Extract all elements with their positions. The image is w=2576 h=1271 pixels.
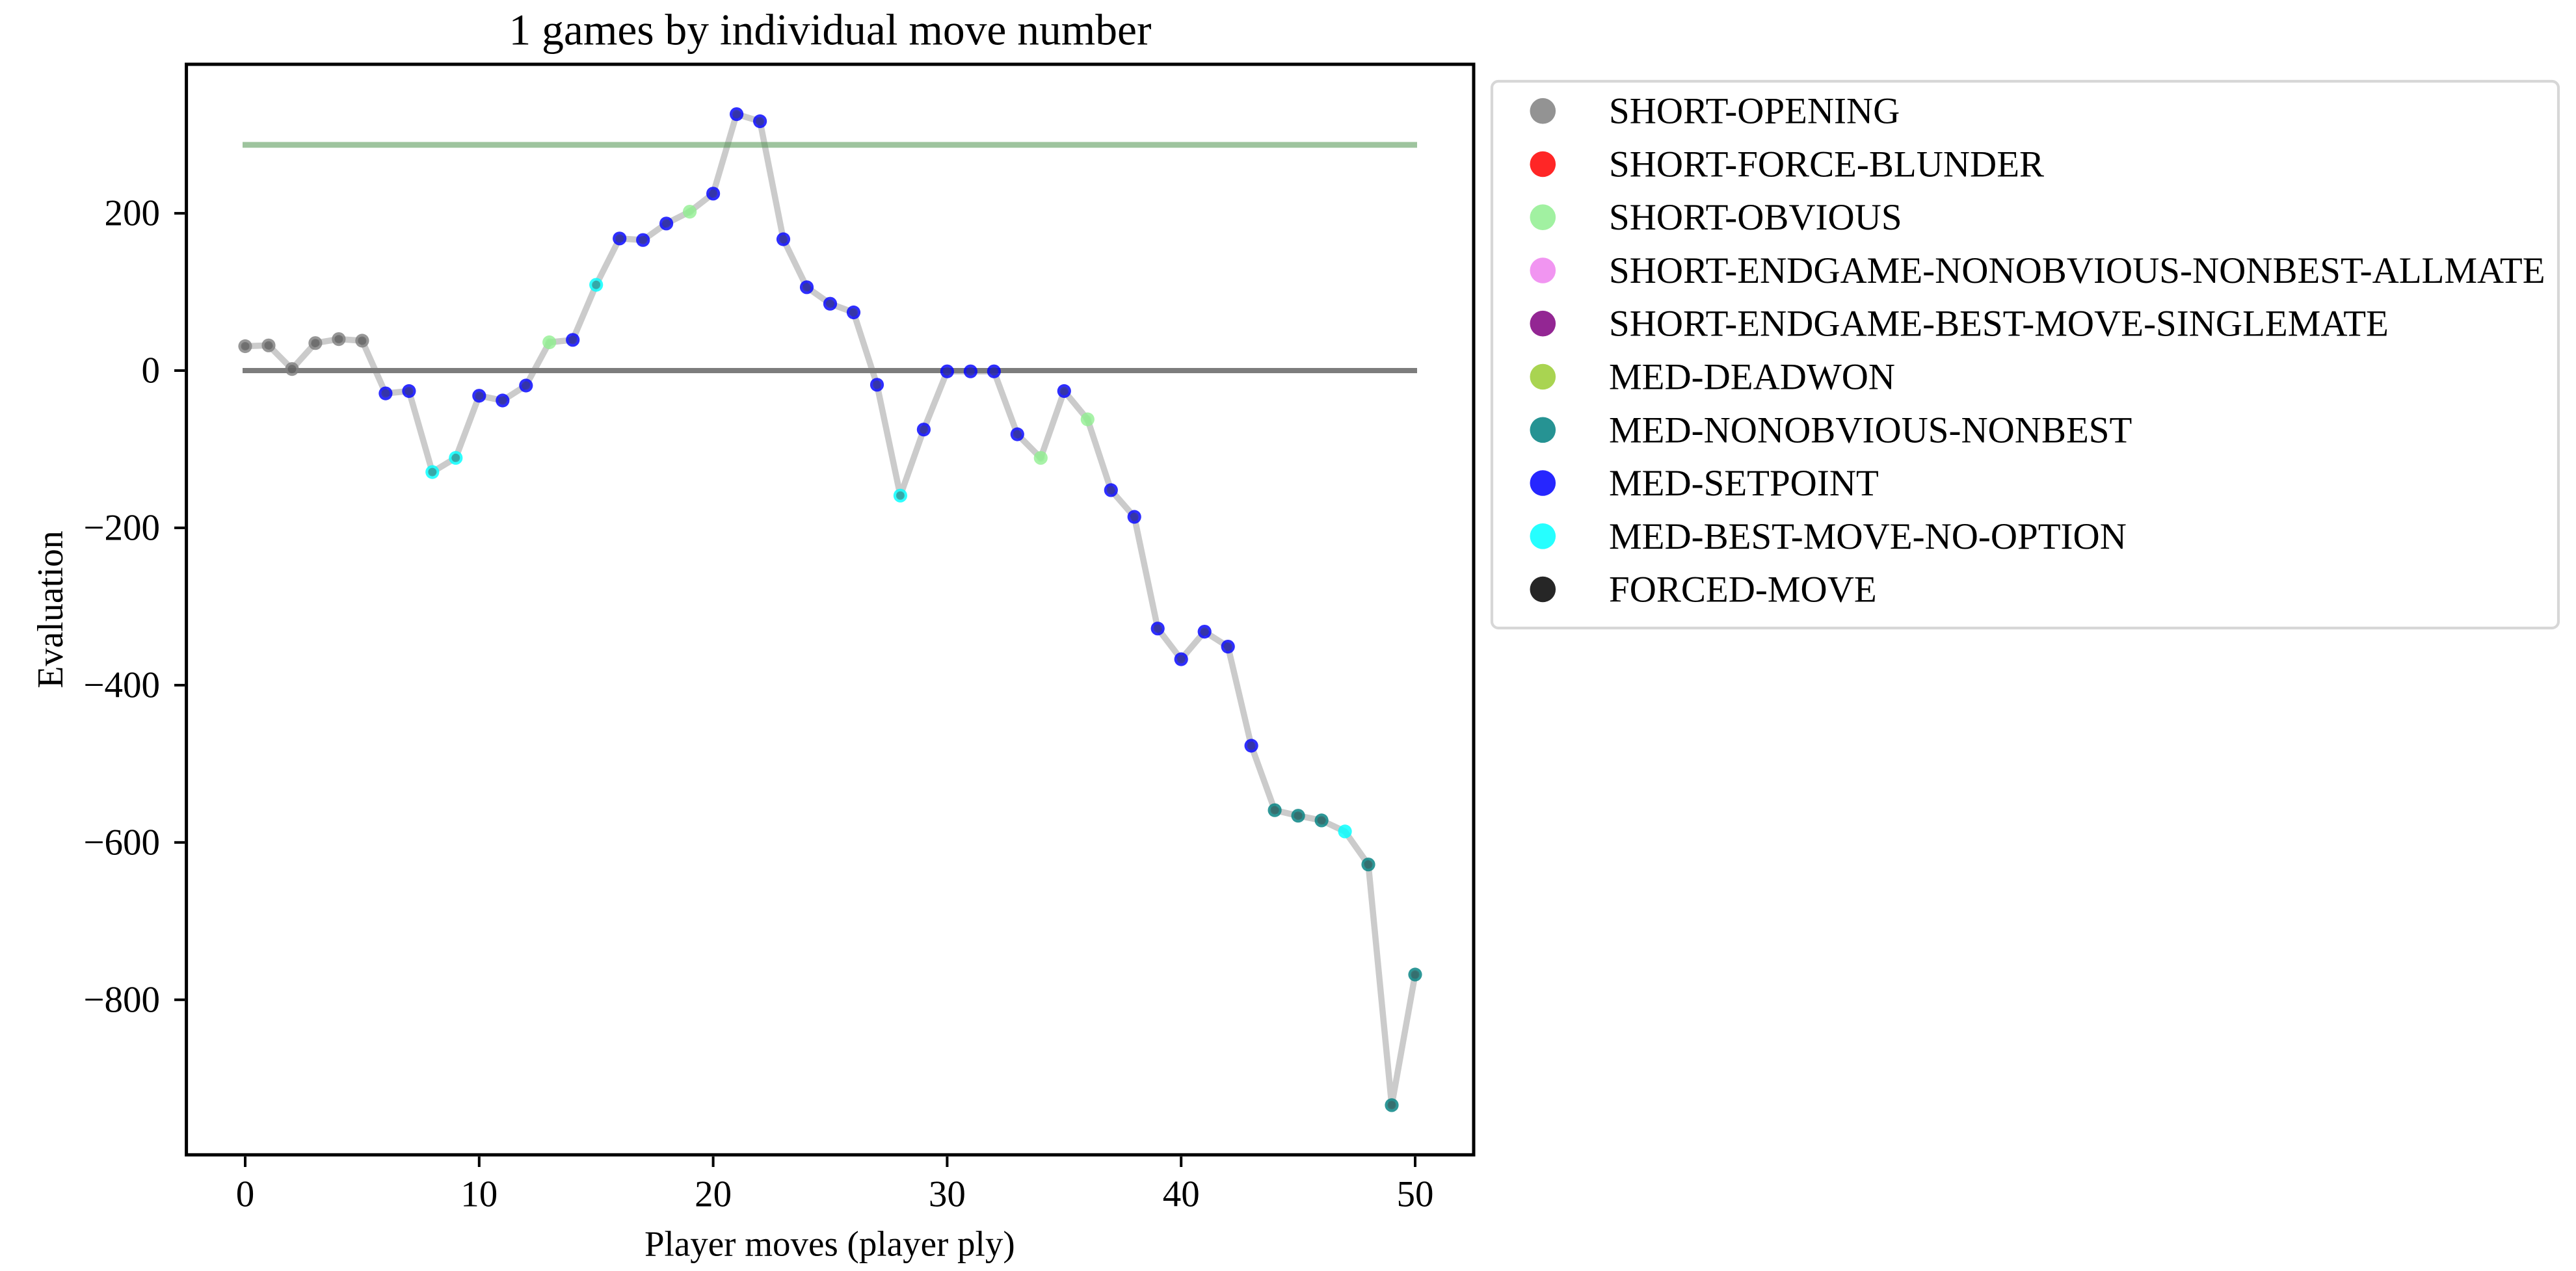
svg-text:SHORT-ENDGAME-NONOBVIOUS-NONBE: SHORT-ENDGAME-NONOBVIOUS-NONBEST-ALLMATE [1609,250,2545,291]
svg-text:−400: −400 [83,665,160,706]
svg-text:Player moves (player ply): Player moves (player ply) [644,1224,1015,1263]
svg-text:SHORT-FORCE-BLUNDER: SHORT-FORCE-BLUNDER [1609,144,2044,185]
svg-text:SHORT-OPENING: SHORT-OPENING [1609,91,1900,132]
svg-text:200: 200 [105,193,161,234]
svg-text:30: 30 [929,1174,966,1215]
svg-text:20: 20 [695,1174,732,1215]
svg-text:1 games by individual move num: 1 games by individual move number [509,6,1152,55]
svg-text:MED-BEST-MOVE-NO-OPTION: MED-BEST-MOVE-NO-OPTION [1609,516,2127,557]
svg-text:0: 0 [142,350,161,391]
svg-text:FORCED-MOVE: FORCED-MOVE [1609,570,1877,610]
svg-text:MED-NONOBVIOUS-NONBEST: MED-NONOBVIOUS-NONBEST [1609,410,2132,451]
svg-text:50: 50 [1397,1174,1434,1215]
svg-text:−600: −600 [83,822,160,863]
svg-text:−200: −200 [83,508,160,549]
svg-text:SHORT-OBVIOUS: SHORT-OBVIOUS [1609,197,1902,238]
svg-text:0: 0 [236,1174,255,1215]
svg-text:SHORT-ENDGAME-BEST-MOVE-SINGLE: SHORT-ENDGAME-BEST-MOVE-SINGLEMATE [1609,304,2389,345]
svg-text:40: 40 [1163,1174,1200,1215]
svg-text:10: 10 [460,1174,498,1215]
svg-text:MED-DEADWON: MED-DEADWON [1609,357,1895,398]
svg-text:Evaluation: Evaluation [31,531,71,688]
svg-text:MED-SETPOINT: MED-SETPOINT [1609,463,1879,504]
svg-text:−800: −800 [83,979,160,1020]
